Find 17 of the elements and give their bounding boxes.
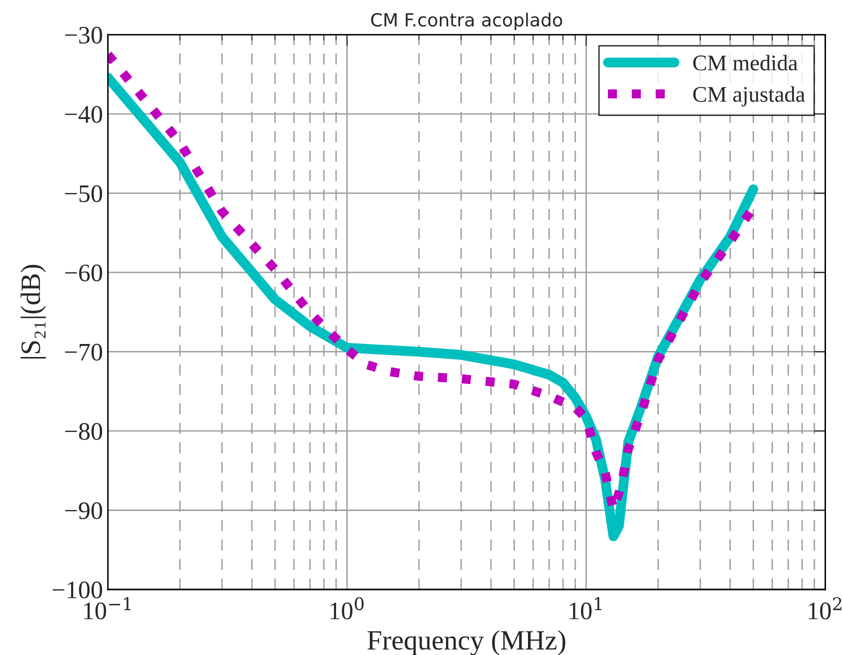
y-tick-label: −50 — [65, 185, 102, 202]
y-tick-label: −100 — [52, 582, 102, 598]
y-axis-title: |S₂₁|(dB) — [20, 264, 46, 358]
y-tick-label: −40 — [65, 106, 102, 123]
y-tick-label: −30 — [65, 26, 102, 44]
y-tick-label: −60 — [65, 264, 102, 282]
legend-label: CM ajustada — [693, 86, 805, 106]
x-tick-label: 10$^{−1}$ — [84, 597, 131, 620]
x-tick-label: 10$^{2}$ — [808, 597, 842, 620]
y-tick-label: −90 — [65, 502, 102, 520]
x-axis-title: Frequency (MHz) — [368, 630, 566, 655]
x-tick-label: 10$^{1}$ — [570, 597, 602, 620]
y-tick-label: −80 — [65, 423, 102, 440]
chart-title: CM F.contra acoplado — [371, 12, 562, 30]
x-tick-label: 10$^{0}$ — [330, 597, 364, 620]
legend-label: CM medida — [693, 54, 798, 70]
y-tick-label: −70 — [65, 344, 102, 361]
